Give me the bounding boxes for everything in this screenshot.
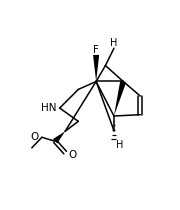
Polygon shape (53, 131, 65, 143)
Text: H: H (110, 38, 118, 48)
Text: O: O (30, 132, 38, 142)
Text: H: H (116, 140, 124, 150)
Text: F: F (93, 45, 99, 55)
Text: O: O (69, 150, 77, 160)
Text: HN: HN (41, 103, 57, 113)
Polygon shape (114, 81, 126, 116)
Polygon shape (93, 55, 99, 81)
